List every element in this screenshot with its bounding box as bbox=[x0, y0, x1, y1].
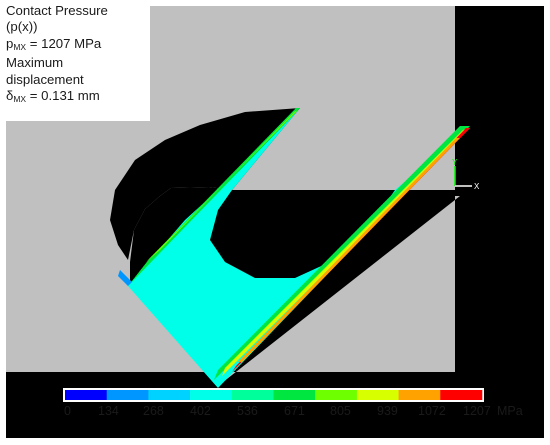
legend-tick-6: 805 bbox=[330, 404, 351, 418]
gray-slope-edge bbox=[232, 96, 455, 190]
displacement-symbol: δ bbox=[6, 88, 14, 104]
pressure-band-orange bbox=[238, 138, 460, 362]
title-line-1: Contact Pressure bbox=[6, 3, 108, 18]
pressure-value: = 1207 MPa bbox=[26, 35, 102, 51]
legend-swatch-7 bbox=[356, 390, 399, 400]
left-corner-blue bbox=[118, 270, 132, 286]
gray-body-lower bbox=[6, 196, 460, 386]
displacement-subscript: MX bbox=[13, 94, 27, 105]
legend-swatch-8 bbox=[398, 390, 441, 400]
title-line-2: (p(x)) bbox=[6, 19, 38, 35]
legend-tick-9: 1207 bbox=[463, 404, 491, 418]
black-gap-wedge bbox=[210, 190, 395, 278]
legend-swatch-5 bbox=[273, 390, 316, 400]
left-edge-band bbox=[128, 108, 300, 286]
legend-tick-2: 268 bbox=[143, 404, 164, 418]
x-axis-label: X bbox=[474, 182, 480, 191]
legend-color-bar bbox=[65, 390, 483, 400]
legend-swatch-9 bbox=[440, 390, 483, 400]
pressure-subscript: MX bbox=[13, 41, 27, 52]
legend-tick-4: 536 bbox=[237, 404, 258, 418]
y-axis-label: Y bbox=[452, 158, 458, 167]
legend-swatch-6 bbox=[315, 390, 358, 400]
left-edge-band-inner bbox=[146, 110, 298, 262]
legend-tick-8: 1072 bbox=[418, 404, 446, 418]
black-gap-left bbox=[110, 108, 300, 260]
legend-tick-7: 939 bbox=[377, 404, 398, 418]
legend-swatch-0 bbox=[65, 390, 107, 400]
max-pressure-line: pMX = 1207 MPa bbox=[6, 36, 150, 55]
pressure-symbol: p bbox=[6, 35, 14, 51]
legend-tick-5: 671 bbox=[284, 404, 305, 418]
result-info-box: Contact Pressure (p(x)) pMX = 1207 MPa M… bbox=[0, 0, 150, 121]
legend-tick-0: 0 bbox=[64, 404, 71, 418]
legend-tick-1: 134 bbox=[98, 404, 119, 418]
displacement-line-2: displacement bbox=[6, 71, 84, 87]
max-displacement-line: δMX = 0.131 mm bbox=[6, 88, 150, 107]
legend-tick-3: 402 bbox=[190, 404, 211, 418]
legend-unit: MPa bbox=[497, 404, 523, 418]
displacement-line-1: Maximum bbox=[6, 55, 64, 71]
legend-swatch-4 bbox=[231, 390, 274, 400]
legend-swatch-3 bbox=[190, 390, 233, 400]
legend-swatch-2 bbox=[148, 390, 191, 400]
legend-tick-labels: 0 134 268 402 536 671 805 939 1072 1207 … bbox=[0, 404, 550, 422]
legend-swatch-1 bbox=[106, 390, 149, 400]
displacement-value: = 0.131 mm bbox=[26, 88, 100, 104]
contact-region bbox=[128, 108, 470, 388]
axis-triad: Y X bbox=[452, 158, 480, 191]
